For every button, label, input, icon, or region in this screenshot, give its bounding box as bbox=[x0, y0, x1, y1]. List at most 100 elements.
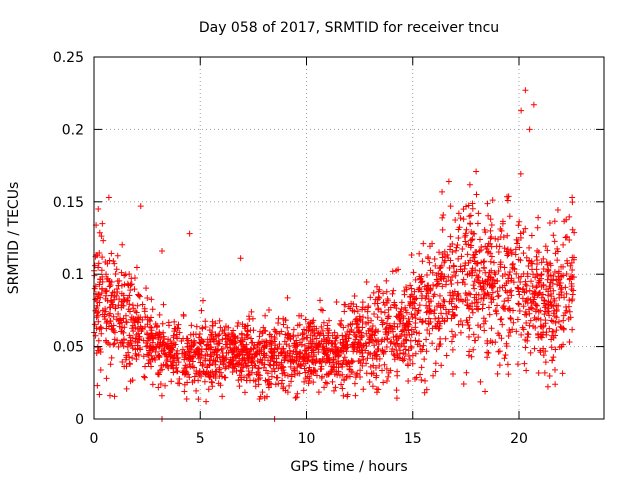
data-point bbox=[302, 360, 309, 367]
data-point bbox=[487, 240, 494, 247]
data-point bbox=[557, 286, 564, 293]
data-point bbox=[535, 315, 542, 322]
data-point bbox=[339, 371, 346, 378]
data-point bbox=[560, 317, 567, 324]
data-point bbox=[358, 342, 365, 349]
data-point bbox=[489, 197, 496, 204]
data-point bbox=[114, 288, 121, 295]
data-point bbox=[128, 275, 135, 282]
data-point bbox=[522, 298, 529, 305]
data-point bbox=[383, 299, 390, 306]
data-point bbox=[464, 302, 471, 309]
data-point bbox=[356, 329, 363, 336]
data-point bbox=[512, 251, 519, 258]
data-point bbox=[393, 387, 400, 394]
data-point bbox=[179, 346, 186, 353]
data-point bbox=[465, 322, 472, 329]
data-point bbox=[480, 320, 487, 327]
data-point bbox=[304, 334, 311, 341]
data-point bbox=[533, 302, 540, 309]
data-point bbox=[255, 365, 262, 372]
data-point bbox=[504, 197, 511, 204]
data-point bbox=[436, 249, 443, 256]
data-point bbox=[216, 366, 223, 373]
data-point bbox=[409, 314, 416, 321]
data-point bbox=[202, 355, 209, 362]
data-point bbox=[322, 379, 329, 386]
data-point bbox=[126, 271, 133, 278]
data-point bbox=[487, 216, 494, 223]
data-point bbox=[110, 341, 117, 348]
data-point bbox=[211, 349, 218, 356]
data-point bbox=[514, 284, 521, 291]
data-point bbox=[191, 339, 198, 346]
data-point bbox=[326, 327, 333, 334]
data-point bbox=[392, 341, 399, 348]
data-point bbox=[256, 333, 263, 340]
data-point bbox=[571, 229, 578, 236]
data-point bbox=[236, 357, 243, 364]
data-point bbox=[98, 233, 105, 240]
data-point bbox=[423, 286, 430, 293]
data-point bbox=[262, 377, 269, 384]
data-point bbox=[248, 335, 255, 342]
data-point bbox=[271, 334, 278, 341]
data-point bbox=[131, 286, 138, 293]
data-point bbox=[529, 305, 536, 312]
data-point bbox=[503, 340, 510, 347]
data-point bbox=[350, 329, 357, 336]
data-point bbox=[249, 315, 256, 322]
data-point bbox=[560, 325, 567, 332]
data-point bbox=[468, 228, 475, 235]
data-point bbox=[133, 309, 140, 316]
data-point bbox=[253, 344, 260, 351]
data-point bbox=[484, 340, 491, 347]
data-point bbox=[252, 350, 259, 357]
data-point bbox=[202, 324, 209, 331]
data-point bbox=[275, 380, 282, 387]
data-point bbox=[128, 339, 135, 346]
data-point bbox=[271, 358, 278, 365]
data-point bbox=[460, 381, 467, 388]
data-point bbox=[521, 360, 528, 367]
data-point bbox=[475, 210, 482, 217]
data-point bbox=[526, 287, 533, 294]
data-point bbox=[343, 338, 350, 345]
data-point bbox=[307, 368, 314, 375]
data-point bbox=[555, 273, 562, 280]
data-point bbox=[240, 341, 247, 348]
data-point bbox=[419, 258, 426, 265]
data-point bbox=[302, 369, 309, 376]
data-point bbox=[184, 335, 191, 342]
data-point bbox=[268, 333, 275, 340]
data-point bbox=[431, 307, 438, 314]
data-point bbox=[492, 308, 499, 315]
data-point bbox=[369, 383, 376, 390]
data-point bbox=[556, 276, 563, 283]
data-point bbox=[145, 357, 152, 363]
data-point bbox=[321, 384, 328, 391]
data-point bbox=[534, 224, 541, 231]
data-point bbox=[300, 387, 307, 394]
data-point bbox=[354, 308, 361, 315]
data-point bbox=[528, 258, 535, 265]
data-point bbox=[263, 393, 270, 400]
data-point bbox=[383, 344, 390, 351]
data-point bbox=[473, 296, 480, 303]
data-point bbox=[400, 340, 407, 347]
data-point bbox=[407, 356, 414, 363]
data-point bbox=[544, 261, 551, 268]
data-point bbox=[366, 332, 373, 339]
data-point bbox=[466, 181, 473, 188]
data-point bbox=[389, 326, 396, 333]
data-point bbox=[279, 370, 286, 377]
data-point bbox=[533, 253, 540, 260]
data-point bbox=[566, 213, 573, 220]
data-point bbox=[506, 213, 513, 220]
data-point bbox=[352, 374, 359, 381]
data-point bbox=[380, 290, 387, 297]
data-point bbox=[380, 299, 387, 306]
data-point bbox=[496, 348, 503, 355]
data-point bbox=[243, 332, 250, 339]
data-point bbox=[385, 373, 392, 380]
